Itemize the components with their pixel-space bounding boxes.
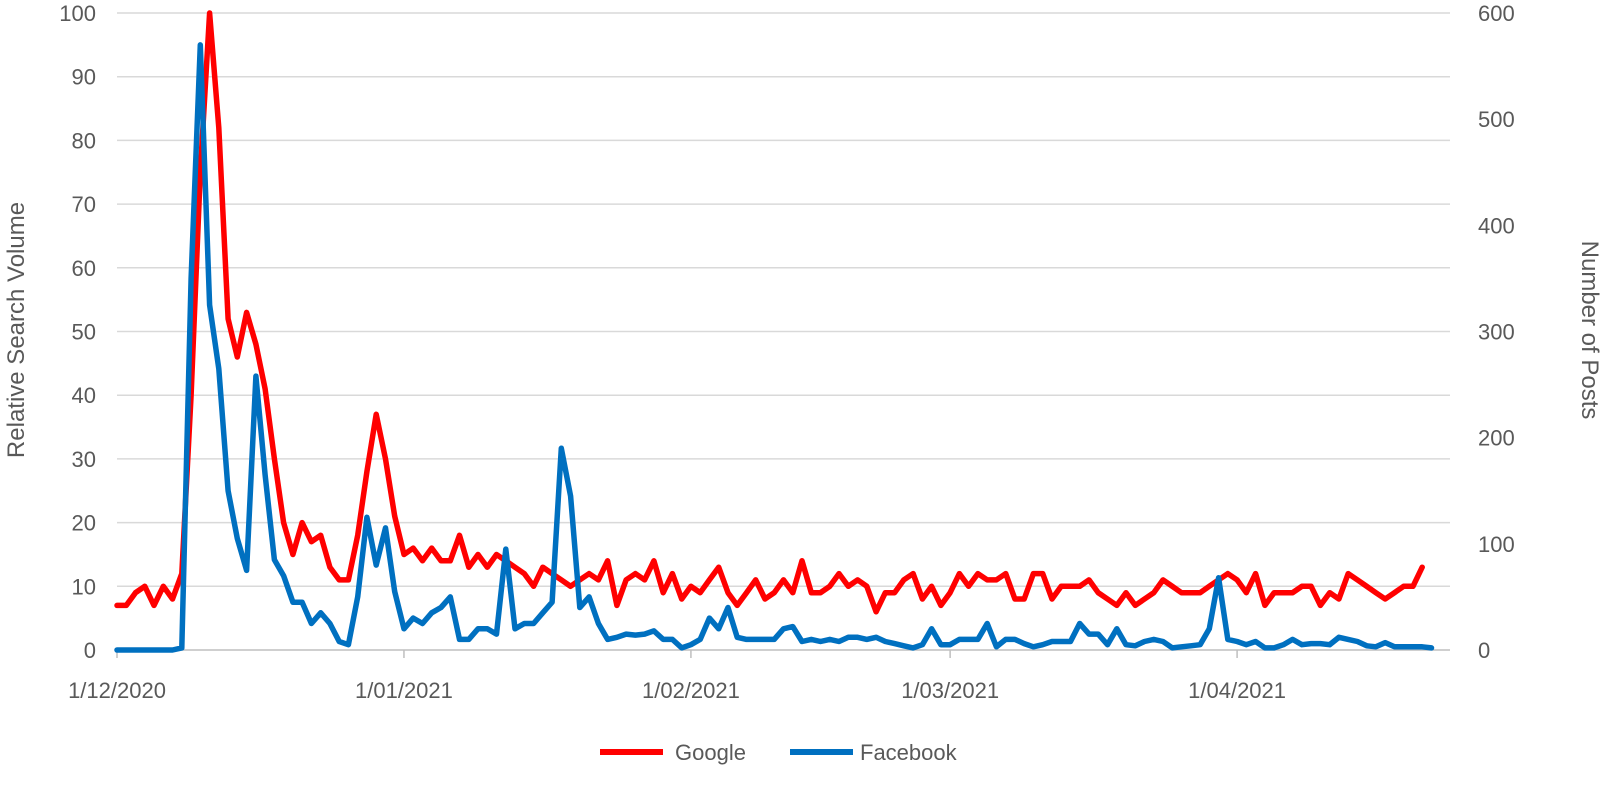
legend-label-google: Google	[675, 740, 746, 765]
x-tick-label: 1/04/2021	[1188, 678, 1286, 703]
gridlines	[117, 12, 1450, 588]
right-tick-label: 0	[1478, 638, 1490, 663]
left-axis-ticks: 0 10 20 30 40 50 60 70 80 90 100	[59, 1, 96, 663]
series-line-google	[114, 10, 1425, 615]
x-tick-label: 1/03/2021	[901, 678, 999, 703]
left-tick-label: 30	[72, 447, 96, 472]
series-line-facebook	[114, 42, 1435, 653]
left-tick-label: 70	[72, 192, 96, 217]
series-layer	[114, 10, 1435, 653]
left-tick-label: 90	[72, 65, 96, 90]
left-tick-label: 10	[72, 574, 96, 599]
x-tick-label: 1/02/2021	[642, 678, 740, 703]
left-tick-label: 80	[72, 128, 96, 153]
left-tick-label: 100	[59, 1, 96, 26]
legend: Google Facebook	[600, 740, 958, 765]
x-axis-ticks: 1/12/2020 1/01/2021 1/02/2021 1/03/2021 1/04…	[68, 650, 1286, 703]
right-tick-label: 400	[1478, 213, 1515, 238]
left-tick-label: 20	[72, 511, 96, 536]
x-tick-label: 1/12/2020	[68, 678, 166, 703]
y2-axis-title: Number of Posts	[1576, 241, 1603, 420]
legend-label-facebook: Facebook	[860, 740, 958, 765]
right-tick-label: 500	[1478, 107, 1515, 132]
left-tick-label: 60	[72, 256, 96, 281]
right-tick-label: 600	[1478, 1, 1515, 26]
right-axis-ticks: 0 100 200 300 400 500 600	[1478, 1, 1515, 663]
left-tick-label: 50	[72, 320, 96, 345]
right-tick-label: 100	[1478, 532, 1515, 557]
y-axis-title: Relative Search Volume	[3, 202, 30, 458]
x-tick-label: 1/01/2021	[355, 678, 453, 703]
right-tick-label: 300	[1478, 320, 1515, 345]
left-tick-label: 40	[72, 383, 96, 408]
left-tick-label: 0	[84, 638, 96, 663]
right-tick-label: 200	[1478, 426, 1515, 451]
